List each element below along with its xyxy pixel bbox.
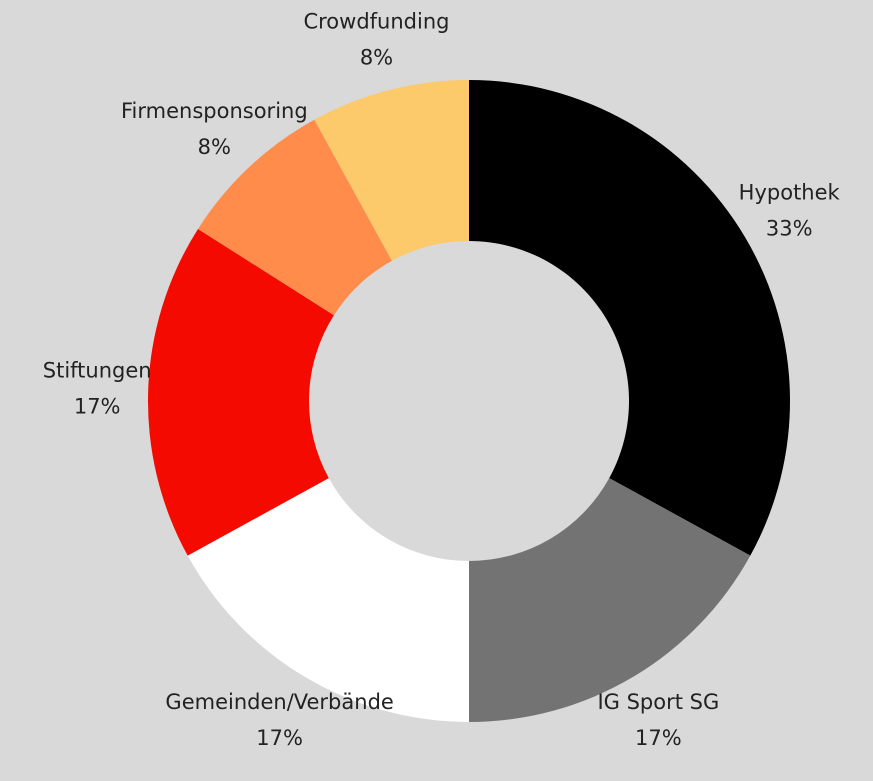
donut-segment — [314, 80, 469, 261]
donut-segment — [469, 478, 751, 722]
segment-label: Gemeinden/Verbände — [165, 690, 393, 714]
segment-value-label: 8% — [198, 135, 231, 159]
segment-value-label: 17% — [635, 726, 682, 750]
donut-segment — [147, 228, 334, 556]
segment-label: Stiftungen — [43, 358, 152, 382]
donut-segment — [187, 478, 469, 722]
segment-label: Firmensponsoring — [121, 99, 308, 123]
segment-value-label: 8% — [360, 46, 393, 70]
donut-segment — [469, 80, 790, 556]
segment-value-label: 17% — [256, 726, 303, 750]
segment-label: Crowdfunding — [303, 10, 449, 34]
donut-segment — [197, 119, 392, 316]
segment-label: IG Sport SG — [597, 690, 719, 714]
segment-value-label: 33% — [766, 217, 813, 241]
segment-label: Hypothek — [739, 181, 841, 205]
segment-value-label: 17% — [74, 394, 121, 418]
